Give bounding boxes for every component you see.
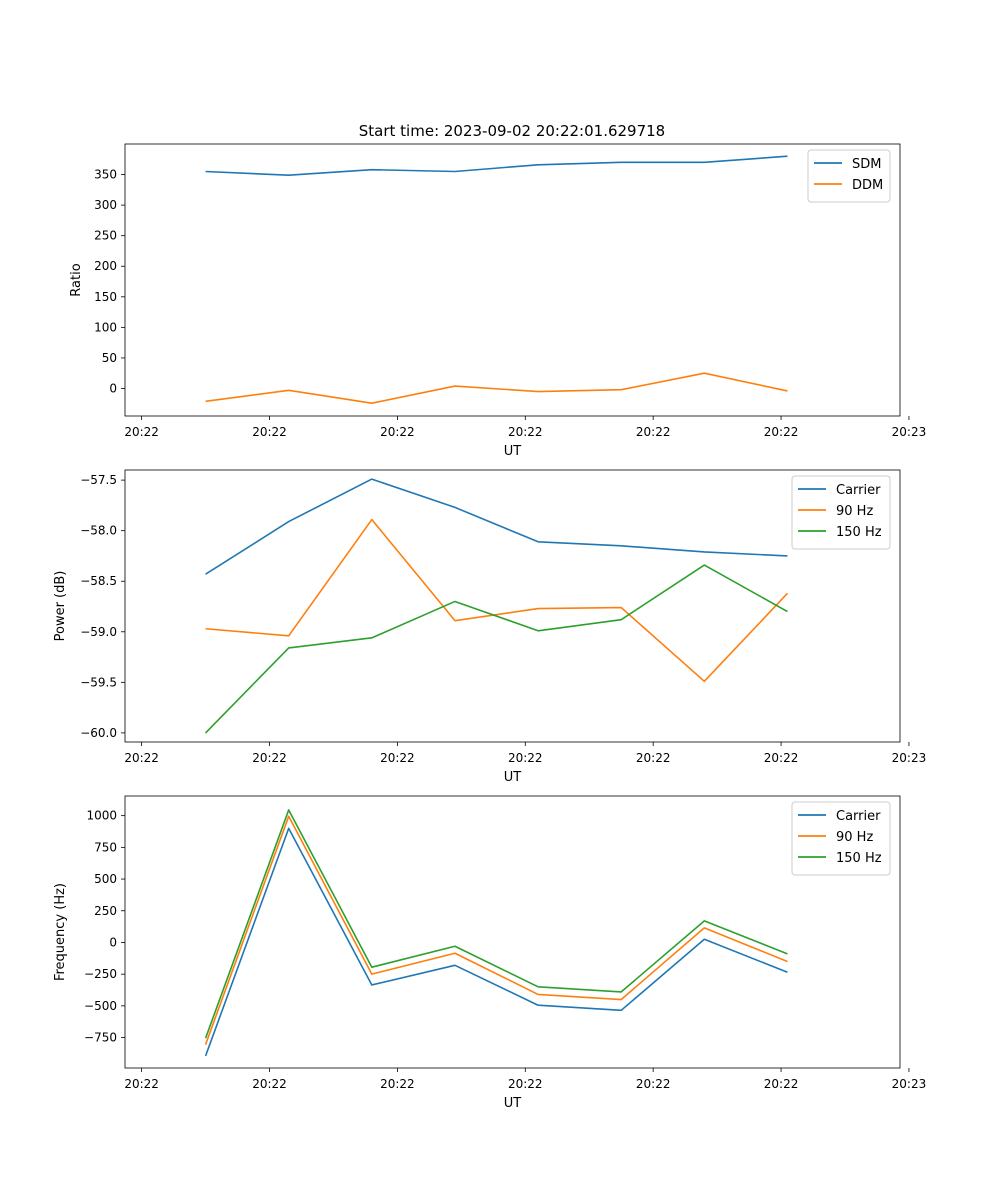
- y-tick-label: 250: [94, 904, 117, 918]
- x-tick-label: 20:22: [636, 1077, 671, 1091]
- axes-frame: [124, 469, 901, 743]
- x-axis-label: UT: [504, 770, 522, 785]
- x-tick-label: 20:23: [892, 425, 927, 439]
- y-tick-label: 0: [109, 935, 117, 949]
- x-tick-label: 20:22: [252, 425, 287, 439]
- x-tick-label: 20:22: [380, 751, 415, 765]
- y-tick-label: 750: [94, 840, 117, 854]
- y-tick-label: 350: [94, 168, 117, 182]
- panel-3: 20:22 20:22 20:22 20:22 20:22 20:22 20:23 1000 7…: [53, 795, 927, 1111]
- x-tick-label: 20:22: [508, 751, 543, 765]
- x-tick-label: 20:22: [380, 1077, 415, 1091]
- y-tick-label: −57.5: [80, 473, 117, 487]
- x-tick-label: 20:22: [252, 751, 287, 765]
- x-tick-label: 20:22: [636, 425, 671, 439]
- x-tick-label: 20:23: [892, 1077, 927, 1091]
- figure-title: Start time: 2023-09-02 20:22:01.629718: [359, 122, 665, 140]
- series-line-90-hz: [204, 815, 788, 1045]
- legend: Carrier 90 Hz 150 Hz: [791, 801, 891, 876]
- x-tick-label: 20:22: [764, 425, 799, 439]
- y-axis-label: Power (dB): [53, 571, 68, 642]
- y-axis-label: Frequency (Hz): [53, 883, 68, 981]
- y-tick-label: −58.5: [80, 574, 117, 588]
- axes-frame: [124, 795, 901, 1069]
- series-line-sdm: [205, 155, 788, 176]
- y-tick-label: 300: [94, 198, 117, 212]
- legend-label: 90 Hz: [836, 504, 873, 519]
- y-tick-label: −60.0: [80, 726, 117, 740]
- legend-label: Carrier: [836, 809, 881, 824]
- legend: Carrier 90 Hz 150 Hz: [791, 475, 891, 550]
- legend-label: 150 Hz: [836, 851, 882, 866]
- x-tick-label: 20:22: [508, 1077, 543, 1091]
- y-tick-label: 500: [94, 872, 117, 886]
- y-tick-label: −58.0: [80, 524, 117, 538]
- y-tick-label: 1000: [86, 809, 117, 823]
- y-tick-label: 150: [94, 290, 117, 304]
- y-tick-label: −59.0: [80, 625, 117, 639]
- y-tick-label: 0: [109, 381, 117, 395]
- y-tick-label: 50: [102, 351, 117, 365]
- x-tick-label: 20:22: [124, 425, 159, 439]
- x-tick-label: 20:22: [252, 1077, 287, 1091]
- series-line-carrier: [204, 827, 788, 1057]
- legend-label: 90 Hz: [836, 830, 873, 845]
- x-tick-label: 20:22: [764, 751, 799, 765]
- y-tick-label: 250: [94, 229, 117, 243]
- series-line-ddm: [205, 372, 788, 404]
- legend-label: SDM: [852, 157, 881, 172]
- x-tick-label: 20:22: [124, 751, 159, 765]
- y-tick-label: −250: [84, 967, 117, 981]
- axes-frame: [124, 143, 901, 417]
- y-axis-label: Ratio: [69, 263, 84, 296]
- x-tick-label: 20:22: [380, 425, 415, 439]
- y-tick-label: −59.5: [80, 675, 117, 689]
- panel-2: 20:22 20:22 20:22 20:22 20:22 20:22 20:23 −57.5…: [53, 469, 927, 785]
- series-line-carrier: [205, 478, 788, 575]
- x-tick-label: 20:22: [124, 1077, 159, 1091]
- legend-label: DDM: [852, 178, 883, 193]
- x-axis-label: UT: [504, 444, 522, 459]
- x-tick-label: 20:22: [764, 1077, 799, 1091]
- x-tick-label: 20:22: [636, 751, 671, 765]
- panel-1: 20:22 20:22 20:22 20:22 20:22 20:22 20:23 0 50 10…: [69, 143, 927, 459]
- y-tick-label: −500: [84, 999, 117, 1013]
- series-line-150-hz: [204, 809, 788, 1039]
- legend-label: Carrier: [836, 483, 881, 498]
- x-tick-label: 20:22: [508, 425, 543, 439]
- x-tick-label: 20:23: [892, 751, 927, 765]
- series-line-150-hz: [204, 564, 788, 734]
- legend: SDM DDM: [807, 149, 891, 203]
- x-axis-label: UT: [504, 1096, 522, 1111]
- panels: 20:22 20:22 20:22 20:22 20:22 20:22 20:23 0 50 10…: [53, 143, 927, 1111]
- legend-label: 150 Hz: [836, 525, 882, 540]
- series-line-90-hz: [205, 518, 789, 683]
- y-tick-label: 200: [94, 259, 117, 273]
- y-tick-label: −750: [84, 1031, 117, 1045]
- y-tick-label: 100: [94, 320, 117, 334]
